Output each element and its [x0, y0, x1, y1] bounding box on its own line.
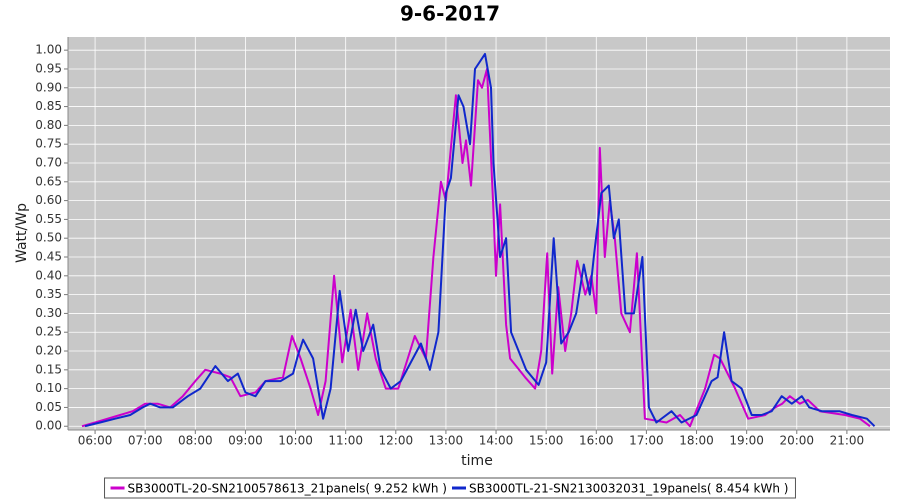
- y-tick-label: 0.10: [35, 381, 62, 395]
- legend-box: [104, 477, 796, 499]
- y-tick-label: 0.25: [35, 325, 62, 339]
- legend-label: SB3000TL-20-SN2100578613_21panels( 9.252…: [128, 482, 447, 496]
- y-tick-label: 0.85: [35, 99, 62, 113]
- lines: [81, 52, 876, 428]
- y-tick-label: 0.30: [35, 306, 62, 320]
- x-tick-label: 06:00: [78, 434, 113, 448]
- y-tick-label: 0.50: [35, 231, 62, 245]
- y-tick-label: 0.60: [35, 193, 62, 207]
- x-tick-label: 15:00: [529, 434, 564, 448]
- y-tick-label: 0.45: [35, 250, 62, 264]
- plot-area: [68, 37, 890, 430]
- x-axis-label: time: [461, 453, 493, 469]
- y-tick-label: 0.35: [35, 287, 62, 301]
- grid: [68, 37, 890, 430]
- x-tick-label: 17:00: [629, 434, 664, 448]
- y-tick-label: 0.75: [35, 137, 62, 151]
- x-tick-label: 20:00: [779, 434, 814, 448]
- x-tick-label: 16:00: [579, 434, 614, 448]
- y-tick-label: 0.00: [35, 419, 62, 433]
- y-tick-label: 0.15: [35, 362, 62, 376]
- y-axis-label: Watt/Wp: [14, 203, 30, 263]
- y-tick-label: 0.05: [35, 400, 62, 414]
- axes: 0.00 0.05 0.10 0.15 0.20 0.25 0.30 0.35 0.40 0.45…: [35, 37, 890, 448]
- y-tick-label: 0.65: [35, 174, 62, 188]
- legend-label: SB3000TL-21-SN2130032031_19panels( 8.454…: [469, 482, 788, 496]
- x-tick-label: 10:00: [278, 434, 313, 448]
- legend: SB3000TL-20-SN2100578613_21panels( 9.252…: [104, 477, 796, 499]
- chart-title: 9-6-2017: [400, 2, 500, 26]
- x-tick-label: 09:00: [228, 434, 263, 448]
- y-tick-label: 0.80: [35, 118, 62, 132]
- y-tick-label: 1.00: [35, 43, 62, 57]
- series-line: [81, 68, 871, 428]
- x-tick-label: 12:00: [379, 434, 414, 448]
- y-tick-label: 0.40: [35, 268, 62, 282]
- x-tick-label: 18:00: [679, 434, 714, 448]
- x-tick-label: 14:00: [479, 434, 514, 448]
- x-tick-label: 13:00: [429, 434, 464, 448]
- y-tick-label: 0.20: [35, 344, 62, 358]
- series-line: [84, 52, 876, 428]
- x-tick-label: 19:00: [729, 434, 764, 448]
- y-tick-label: 0.55: [35, 212, 62, 226]
- y-tick-label: 0.95: [35, 61, 62, 75]
- x-tick-label: 21:00: [830, 434, 865, 448]
- y-tick-label: 0.70: [35, 155, 62, 169]
- x-tick-label: 08:00: [178, 434, 213, 448]
- x-tick-label: 11:00: [328, 434, 363, 448]
- y-tick-label: 0.90: [35, 80, 62, 94]
- x-tick-label: 07:00: [128, 434, 163, 448]
